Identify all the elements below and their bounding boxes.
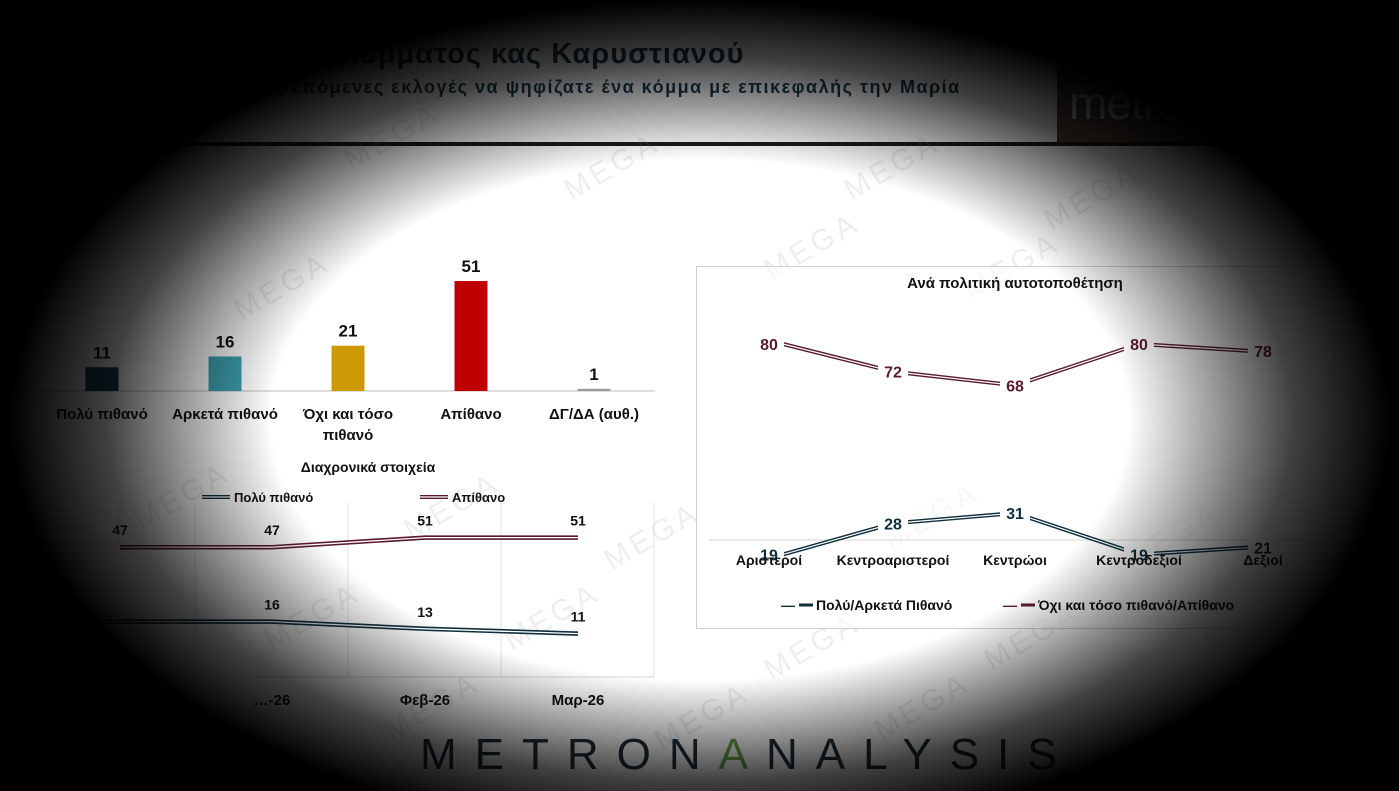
- x-tick-label: Φεβ-26: [400, 692, 450, 709]
- political-chart-title: Ανά πολιτική αυτοτοποθέτηση: [907, 275, 1123, 292]
- data-label: 80: [1130, 337, 1148, 354]
- bar: [454, 281, 488, 391]
- x-tick-label: …-26: [254, 692, 291, 709]
- data-label: 28: [884, 516, 902, 533]
- data-label: 11: [571, 609, 586, 625]
- data-label: 13: [417, 604, 433, 620]
- logo-text: metro: [1069, 77, 1183, 129]
- bar-category-label: Όχι και τόσο: [302, 406, 393, 423]
- legend-label: Πολύ/Αρκετά Πιθανό: [816, 597, 952, 613]
- x-tick-label: Μαρ-26: [552, 692, 605, 709]
- bar: [208, 356, 242, 391]
- bar-value-label: 51: [462, 257, 481, 276]
- bar-value-label: 16: [216, 332, 235, 351]
- bar-category-label: πιθανό: [323, 427, 374, 444]
- legend-dash: —: [781, 597, 795, 613]
- header: …τής κόμματος κας Καρυστιανού …ς επόμενε…: [0, 0, 1399, 146]
- data-label: 51: [417, 513, 433, 529]
- legend-label: Πολύ πιθανό: [234, 490, 313, 505]
- legend-dash: —: [1003, 597, 1017, 613]
- trend-chart-title: Διαχρονικά στοιχεία: [301, 459, 436, 475]
- x-tick-label: Κεντρώοι: [983, 552, 1047, 568]
- page-title: …τής κόμματος κας Καρυστιανού: [255, 38, 745, 70]
- x-tick-label: Αριστεροί: [736, 552, 802, 568]
- bar-category-label: Απίθανο: [440, 406, 501, 423]
- data-label: 47: [112, 522, 128, 538]
- data-label: 31: [1006, 506, 1024, 523]
- header-rule: [0, 142, 1399, 146]
- data-label: 80: [760, 337, 778, 354]
- x-tick-label: Κεντροαριστεροί: [837, 552, 950, 568]
- data-label: 78: [1254, 344, 1272, 361]
- watermark-text: MEGA: [1038, 156, 1146, 237]
- bar-value-label: 11: [93, 343, 111, 362]
- bar: [85, 367, 119, 391]
- data-label: 16: [264, 597, 280, 613]
- data-label: 68: [1006, 378, 1024, 395]
- bar-category-label: Πολύ πιθανό: [56, 406, 148, 423]
- x-tick-label: Κεντροδεξιοί: [1096, 552, 1182, 568]
- bar-value-label: 1: [589, 365, 598, 384]
- bar-chart: 11 Πολύ πιθανό 16 Αρκετά πιθανό 21 Όχι και τό…: [40, 257, 655, 444]
- bar: [331, 345, 365, 391]
- data-label: 72: [884, 365, 902, 382]
- data-label: 51: [570, 513, 586, 529]
- political-chart-panel: Ανά πολιτική αυτοτοποθέτηση 19 28 31 19 21 80 7…: [696, 266, 1334, 629]
- bar-category-label: ΔΓ/ΔΑ (αυθ.): [549, 406, 639, 423]
- x-tick-label: Δεξιοί: [1243, 552, 1282, 568]
- bar: [577, 388, 611, 391]
- bar-value-label: 21: [339, 322, 358, 341]
- footer-brand-accent: A: [718, 730, 767, 779]
- page-subtitle: …ς επόμενες εκλογές να ψηφίζατε ένα κόμμ…: [255, 77, 961, 97]
- data-label: 47: [264, 522, 280, 538]
- legend-label: Απίθανο: [452, 490, 505, 505]
- footer-brand-part-1: METRON: [420, 730, 719, 779]
- footer-brand-part-2: NALYSIS: [766, 730, 1075, 779]
- legend-label: Όχι και τόσο πιθανό/Απίθανο: [1037, 597, 1234, 613]
- bar-category-label: Αρκετά πιθανό: [172, 406, 278, 423]
- trend-chart: Διαχρονικά στοιχεία Πολύ πιθανό Απίθανο 16 1…: [60, 459, 655, 709]
- metron-logo: metro: [1057, 58, 1257, 142]
- footer-brand: METRONANALYSIS: [420, 730, 1075, 780]
